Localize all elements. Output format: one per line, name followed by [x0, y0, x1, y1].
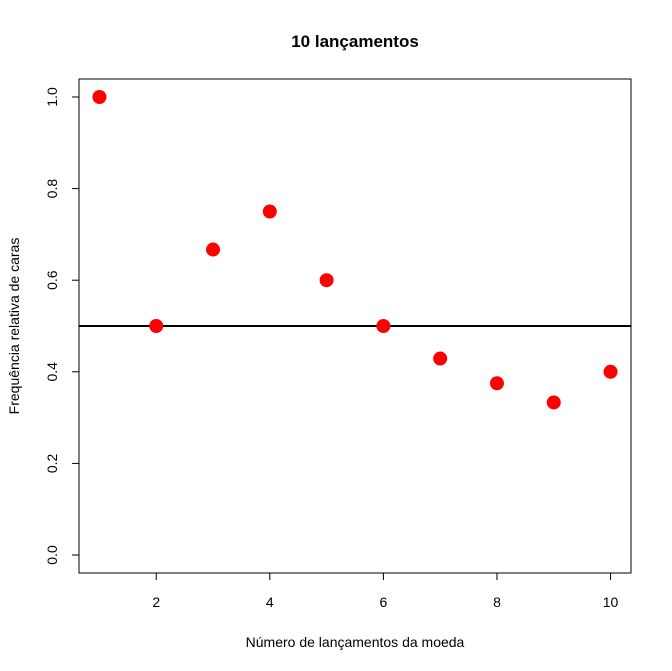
data-points: [92, 90, 618, 410]
data-point: [603, 364, 618, 379]
x-tick-label: 2: [152, 594, 160, 610]
chart-title: 10 lançamentos: [291, 32, 419, 51]
x-tick-label: 10: [603, 594, 619, 610]
x-tick-label: 8: [493, 594, 501, 610]
data-point: [92, 90, 107, 104]
data-point: [489, 376, 504, 391]
y-tick-label: 0.2: [44, 453, 60, 473]
y-tick-label: 0.0: [44, 545, 60, 565]
data-point: [206, 242, 221, 257]
x-axis-label: Número de lançamentos da moeda: [246, 634, 465, 650]
x-tick-label: 4: [266, 594, 274, 610]
data-point: [433, 351, 448, 366]
y-tick-label: 1.0: [44, 87, 60, 107]
data-point: [376, 319, 391, 333]
data-point: [546, 395, 561, 410]
data-point: [149, 319, 164, 333]
y-tick-label: 0.4: [44, 362, 60, 382]
data-point: [319, 273, 334, 288]
y-axis-label: Frequência relativa de caras: [6, 238, 22, 415]
y-tick-label: 0.6: [44, 270, 60, 290]
x-tick-label: 6: [379, 594, 387, 610]
y-axis: 0.0 0.2 0.4 0.6 0.8 1.0: [44, 87, 80, 565]
y-tick-label: 0.8: [44, 179, 60, 199]
x-axis: 2 4 6 8 10: [152, 572, 619, 610]
data-point: [262, 204, 277, 219]
